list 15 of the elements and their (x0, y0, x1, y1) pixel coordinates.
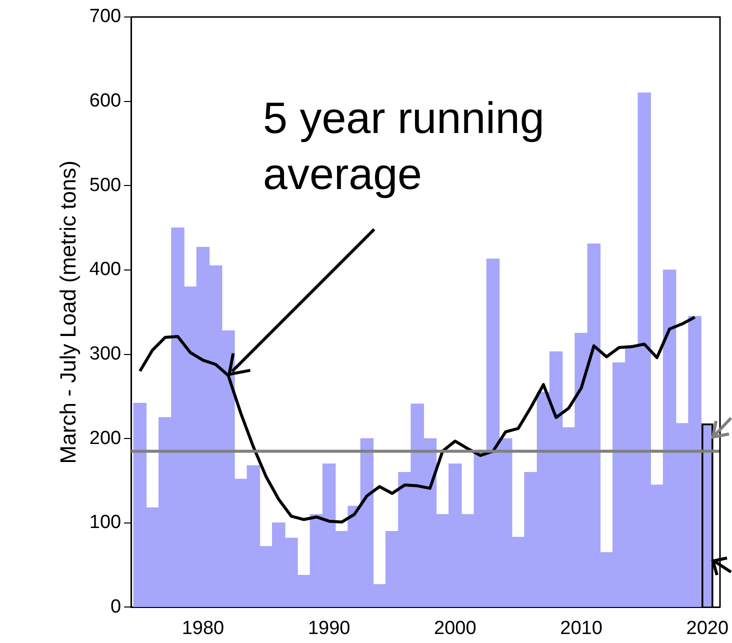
annotation: 5 year running average (263, 94, 544, 199)
y-tick-label: 100 (89, 512, 122, 534)
y-axis-title: March - July Load (metric tons) (55, 160, 80, 464)
y-tick-label: 500 (89, 174, 122, 196)
x-tick-label: 2020 (686, 618, 729, 639)
x-tick-label: 1980 (182, 618, 224, 639)
x-tick-label: 1990 (308, 618, 350, 639)
x-tick-label: 2000 (434, 618, 476, 639)
y-tick-label: 700 (89, 6, 122, 28)
y-tick-label: 400 (89, 259, 122, 280)
y-tick-label: 200 (89, 428, 122, 449)
y-tick-label: 0 (110, 596, 122, 618)
y-tick-label: 300 (89, 343, 122, 364)
y-tick-label: 600 (89, 90, 122, 112)
x-tick-label: 2010 (560, 618, 602, 639)
